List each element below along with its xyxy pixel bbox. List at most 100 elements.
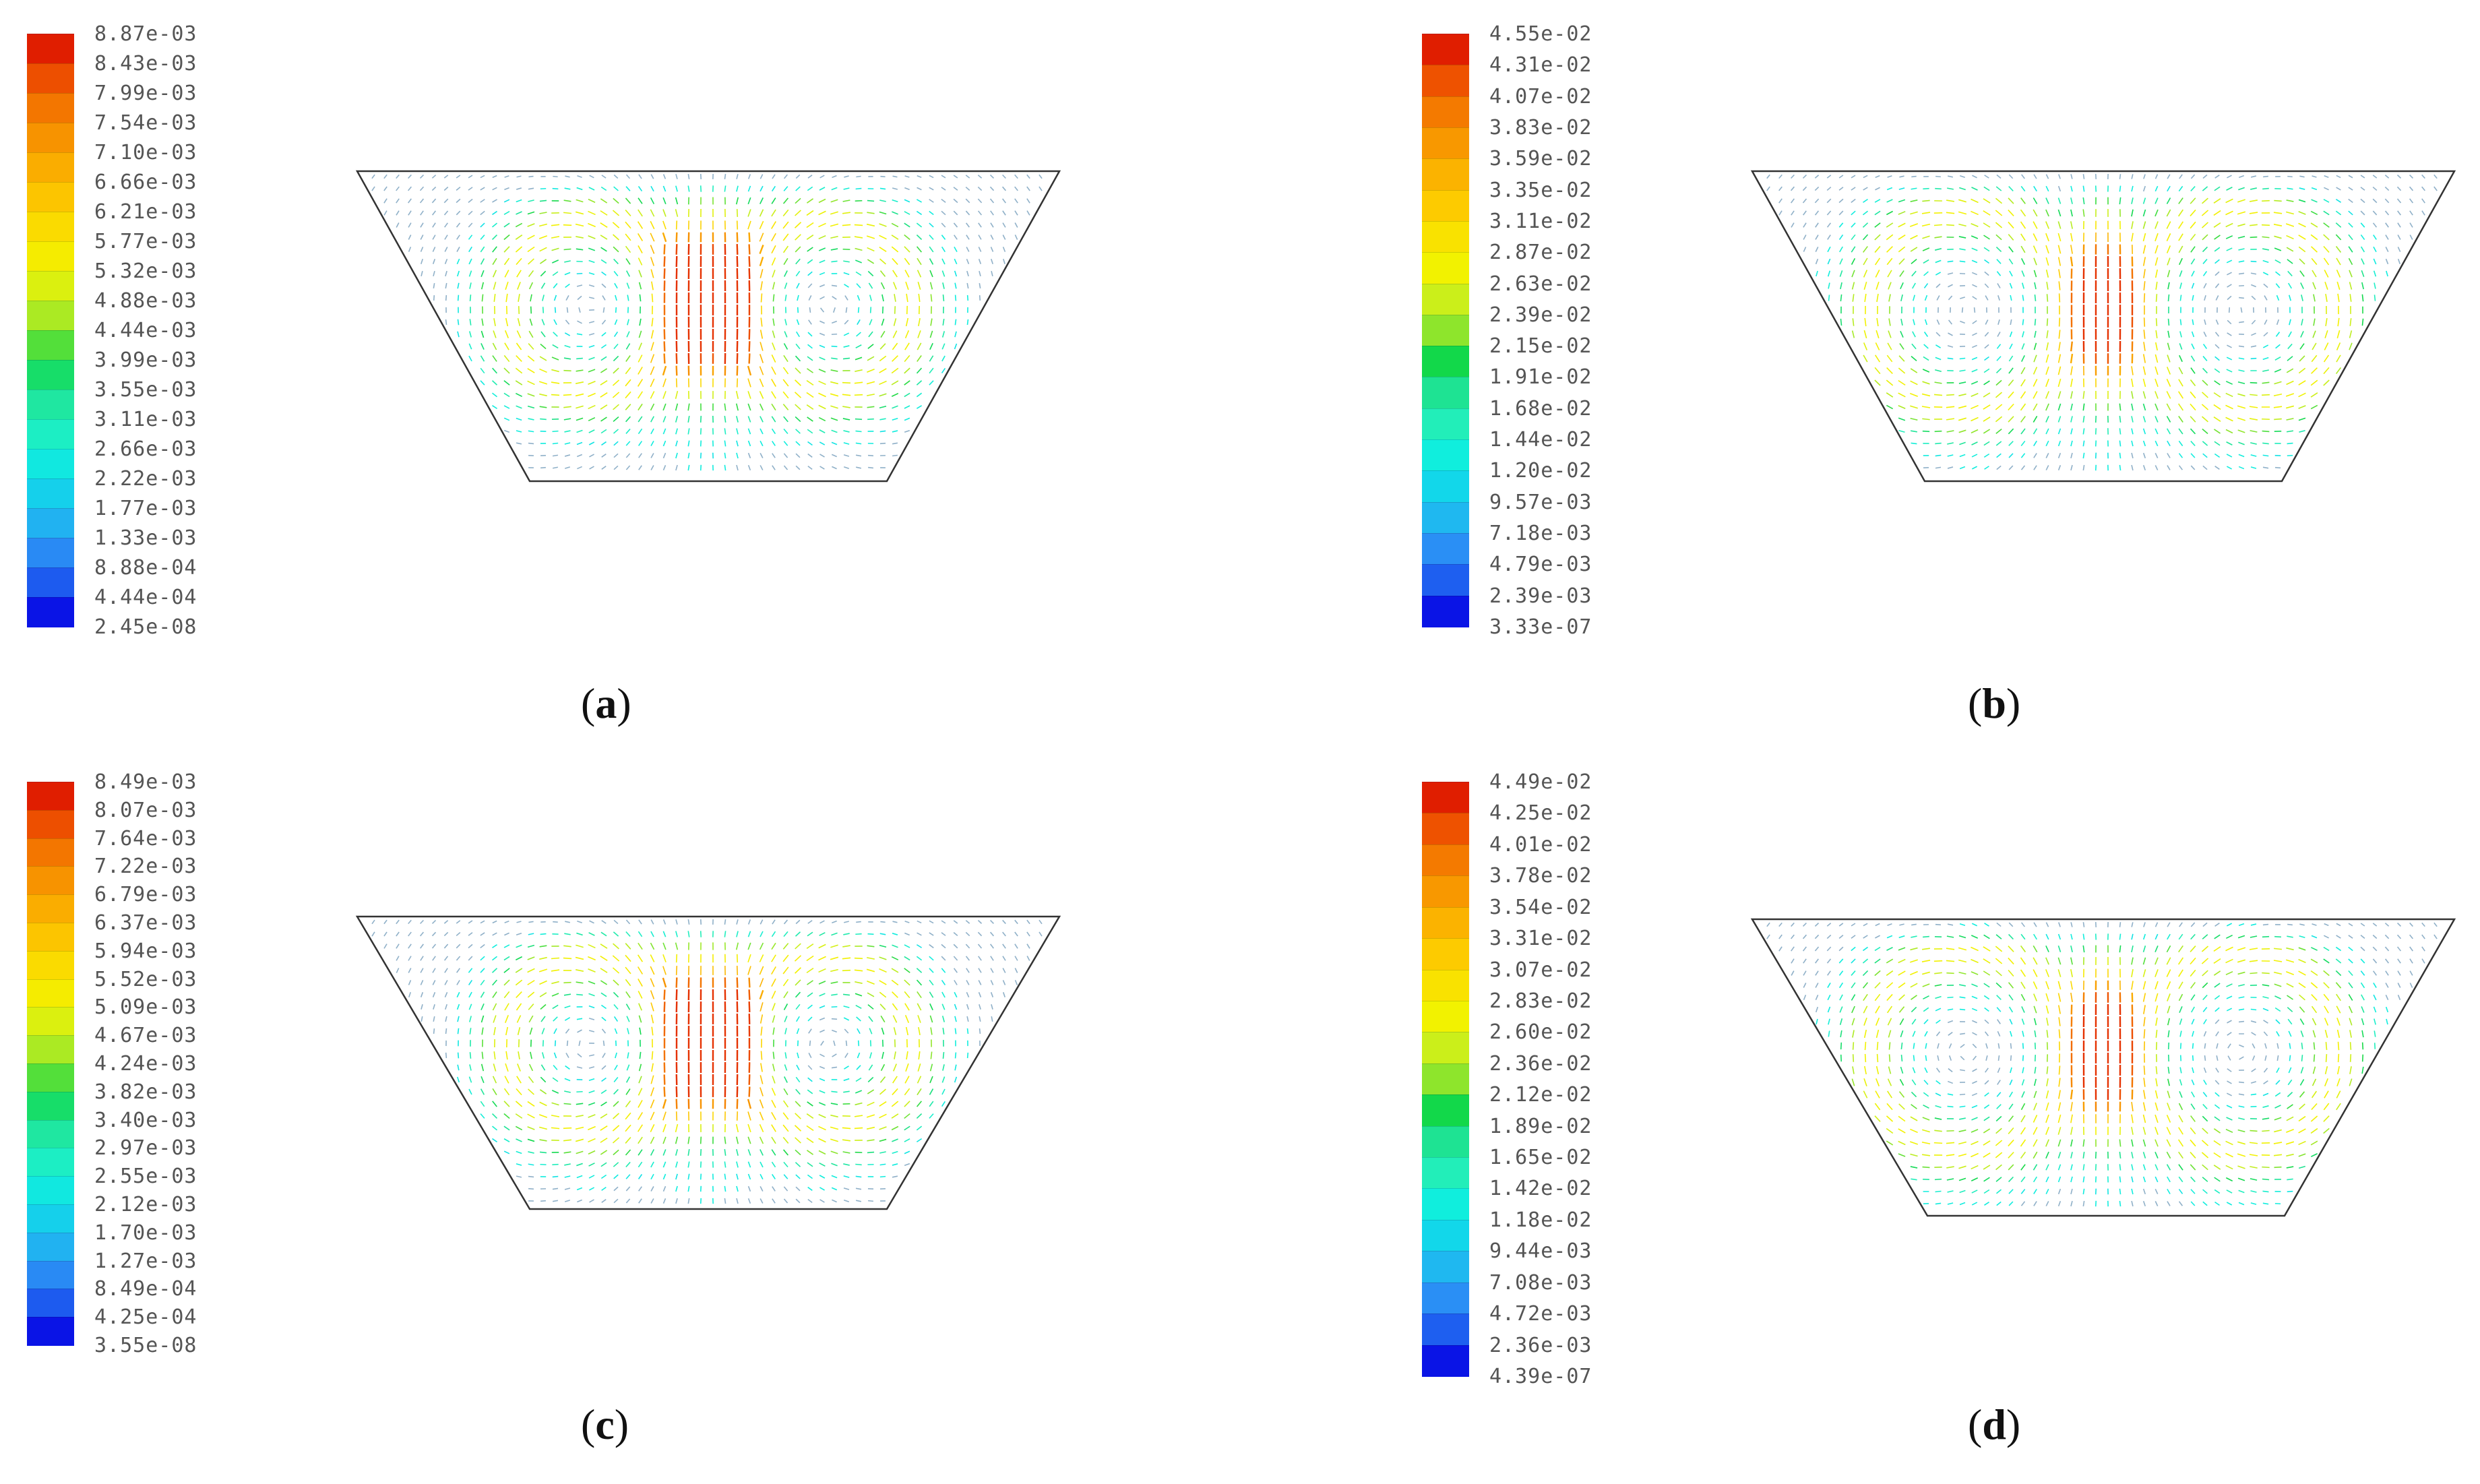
velocity-vector — [432, 199, 435, 203]
velocity-vector — [2059, 342, 2060, 350]
velocity-vector — [2299, 1167, 2305, 1169]
velocity-vector — [421, 271, 423, 276]
velocity-vector — [409, 247, 411, 251]
velocity-vector — [456, 956, 460, 960]
velocity-vector — [2225, 211, 2233, 214]
velocity-vector — [2214, 947, 2221, 952]
velocity-vector — [737, 366, 738, 376]
velocity-vector — [1911, 924, 1917, 925]
velocity-vector — [760, 1124, 763, 1132]
velocity-vector — [2386, 247, 2388, 251]
velocity-vector — [2287, 188, 2293, 189]
velocity-vector — [2286, 948, 2293, 950]
velocity-vector — [2286, 1130, 2293, 1133]
velocity-vector — [1985, 175, 1989, 178]
velocity-vector — [2132, 1115, 2133, 1123]
velocity-vector — [784, 991, 788, 997]
caption-a: (a) — [581, 682, 631, 725]
velocity-vector — [2022, 1019, 2024, 1025]
velocity-vector — [553, 455, 558, 456]
velocity-vector — [2009, 983, 2014, 989]
velocity-vector — [528, 394, 534, 396]
velocity-vector — [588, 1127, 595, 1130]
velocity-vector — [1840, 1007, 1842, 1013]
velocity-vector — [830, 394, 838, 396]
velocity-vector — [784, 1088, 788, 1094]
velocity-vector — [553, 272, 558, 275]
velocity-vector — [1922, 212, 1930, 214]
velocity-vector — [2058, 404, 2060, 410]
velocity-vector — [1922, 406, 1930, 408]
velocity-vector — [517, 176, 522, 177]
velocity-vector — [2276, 1020, 2280, 1024]
velocity-vector — [2144, 441, 2146, 446]
velocity-vector — [2046, 1165, 2049, 1171]
velocity-vector — [577, 1175, 582, 1177]
velocity-vector — [1983, 971, 1990, 975]
velocity-vector — [456, 933, 460, 936]
velocity-vector — [818, 223, 826, 226]
velocity-vector — [2239, 1106, 2245, 1107]
velocity-vector — [2216, 1032, 2219, 1037]
velocity-vector — [2214, 405, 2221, 410]
velocity-vector — [869, 332, 873, 337]
velocity-vector — [2008, 404, 2014, 410]
velocity-vector — [2250, 1179, 2257, 1180]
velocity-vector — [542, 1052, 544, 1058]
velocity-vector — [783, 392, 788, 398]
velocity-vector — [784, 270, 787, 276]
velocity-vector — [784, 1175, 788, 1179]
velocity-vector — [613, 417, 619, 422]
velocity-vector — [2227, 1020, 2232, 1023]
velocity-vector — [2132, 453, 2133, 458]
velocity-vector — [1828, 223, 1831, 227]
velocity-vector — [808, 454, 812, 458]
velocity-vector — [760, 257, 763, 266]
velocity-vector — [2034, 454, 2037, 458]
velocity-vector — [2203, 466, 2207, 469]
velocity-vector — [855, 1103, 863, 1105]
velocity-vector — [772, 1112, 776, 1119]
velocity-vector — [749, 441, 751, 446]
velocity-vector — [614, 466, 618, 469]
velocity-vector — [834, 307, 835, 312]
velocity-vector — [2144, 1090, 2145, 1099]
velocity-vector — [2385, 175, 2388, 178]
velocity-vector — [2214, 199, 2221, 204]
velocity-vector — [869, 319, 872, 326]
velocity-vector — [772, 1187, 775, 1192]
velocity-vector — [1898, 199, 1905, 202]
velocity-vector — [905, 343, 909, 350]
velocity-vector — [919, 1027, 920, 1035]
velocity-vector — [797, 319, 799, 325]
velocity-vector — [518, 282, 520, 289]
velocity-vector — [807, 1102, 813, 1106]
velocity-vector — [2311, 971, 2318, 976]
velocity-vector — [773, 282, 775, 290]
velocity-vector — [832, 1200, 836, 1202]
velocity-vector — [2167, 429, 2171, 434]
velocity-vector — [830, 212, 838, 214]
velocity-vector — [2155, 233, 2158, 241]
velocity-vector — [2264, 332, 2268, 336]
velocity-vector — [589, 993, 595, 995]
velocity-vector — [1898, 1154, 1905, 1156]
velocity-vector — [844, 1079, 849, 1081]
velocity-vector — [1003, 920, 1006, 923]
velocity-vector — [892, 188, 898, 189]
velocity-vector — [2299, 1007, 2304, 1012]
velocity-vector — [2362, 295, 2363, 301]
velocity-vector — [2326, 294, 2327, 302]
velocity-vector — [2237, 1166, 2245, 1169]
velocity-vector — [832, 1007, 838, 1008]
velocity-vector — [2168, 282, 2169, 289]
velocity-vector — [627, 295, 629, 301]
velocity-vector — [892, 200, 898, 202]
velocity-vector — [880, 259, 886, 264]
velocity-vector — [2059, 1201, 2061, 1206]
velocity-vector — [2264, 1081, 2268, 1084]
velocity-vector — [1899, 1007, 1904, 1013]
velocity-vector — [1015, 187, 1018, 191]
velocity-vector — [2263, 1008, 2268, 1010]
velocity-vector — [1996, 1177, 2002, 1181]
